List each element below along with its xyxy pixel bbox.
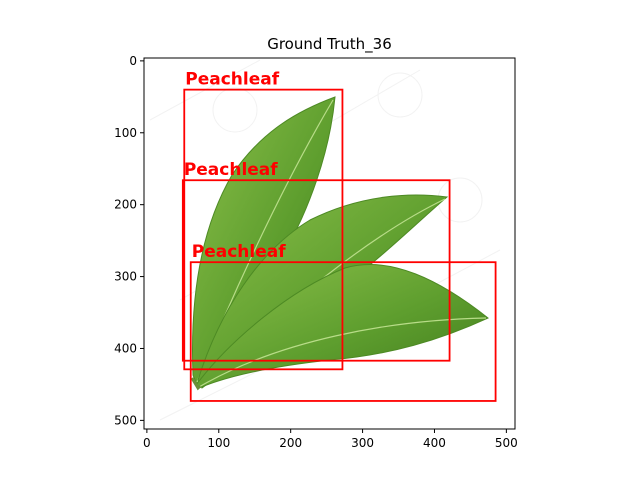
- y-tick-label: 200: [114, 198, 137, 212]
- y-axis: 0 100 200 300 400 500: [114, 54, 144, 427]
- x-tick-label: 400: [423, 436, 446, 450]
- y-tick-label: 100: [114, 126, 137, 140]
- x-tick-label: 0: [143, 436, 151, 450]
- bounding-box-label: Peachleaf: [185, 70, 279, 90]
- x-tick-label: 500: [495, 436, 518, 450]
- y-tick-label: 300: [114, 270, 137, 284]
- x-axis: 0 100 200 300 400 500: [143, 429, 518, 450]
- y-tick-label: 400: [114, 341, 137, 355]
- bounding-box: [183, 88, 344, 371]
- bounding-box: [181, 179, 451, 362]
- peach-leaves-photo: [144, 58, 515, 429]
- bounding-box: [189, 261, 497, 402]
- chart-title: Ground Truth_36: [267, 35, 392, 54]
- y-tick-label: 0: [129, 54, 137, 68]
- y-tick-label: 500: [114, 413, 137, 427]
- x-tick-label: 300: [351, 436, 374, 450]
- leaf-stems: [190, 377, 202, 391]
- bounding-box-label: Peachleaf: [184, 160, 278, 180]
- x-tick-label: 100: [207, 436, 230, 450]
- x-tick-label: 200: [279, 436, 302, 450]
- axes-frame: [143, 57, 516, 430]
- bounding-box-label: Peachleaf: [192, 242, 286, 262]
- annotation-boxes: Peachleaf Peachleaf Peachleaf: [181, 70, 497, 402]
